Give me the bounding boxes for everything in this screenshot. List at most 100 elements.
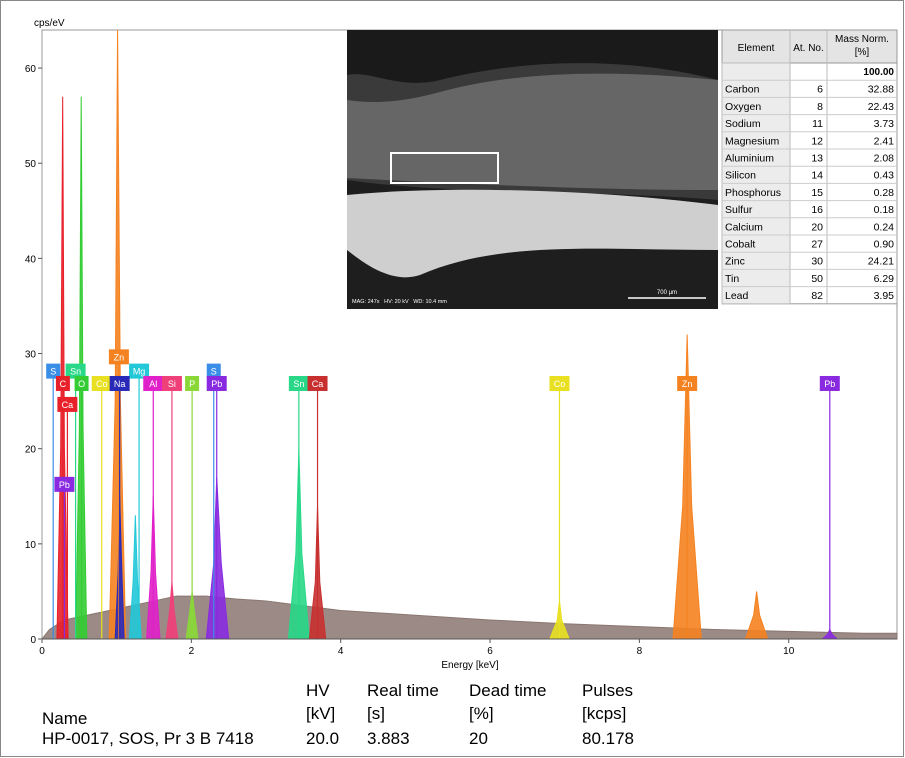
x-axis-label: Energy [keV] — [441, 660, 498, 671]
cell: 0.24 — [874, 221, 895, 233]
x-tick-label: 4 — [338, 646, 344, 657]
cell: Silicon — [725, 170, 756, 182]
table-header: Element — [738, 43, 775, 54]
marker-label: Sn — [70, 367, 81, 377]
cell: 16 — [811, 204, 823, 216]
marker-box — [206, 363, 221, 379]
x-tick-label: 2 — [189, 646, 195, 657]
cell: 13 — [811, 153, 823, 165]
marker-label: P — [189, 379, 195, 389]
dark-region — [347, 30, 718, 83]
marker-label: Na — [114, 379, 126, 389]
marker-label: S — [50, 367, 56, 377]
info-value: 80.178 — [582, 729, 634, 748]
header-bg — [721, 29, 898, 64]
cell: 6.29 — [874, 273, 895, 285]
cell: Lead — [725, 290, 749, 302]
cell: Sodium — [725, 118, 761, 130]
cell: 24.21 — [868, 256, 894, 268]
cell: 27 — [811, 239, 823, 251]
cell: Magnesium — [725, 135, 780, 147]
selection — [390, 152, 499, 184]
cell: 50 — [811, 273, 823, 285]
cell: 0.90 — [874, 239, 895, 251]
cell: 2.41 — [874, 135, 895, 147]
info-header: [kV] — [306, 704, 335, 723]
y-tick-label: 30 — [25, 350, 37, 361]
y-tick-label: 40 — [25, 254, 37, 265]
marker-label: Ca — [62, 400, 74, 410]
y-tick-label: 10 — [25, 540, 37, 551]
cell: Sulfur — [725, 204, 753, 216]
element-table: Element At. No. Mass Norm. [%] 100.00 Carbon 6… — [721, 29, 898, 305]
cell: 2.08 — [874, 153, 895, 165]
marker-box — [143, 375, 164, 391]
marker-box — [288, 375, 309, 391]
marker-label: Al — [149, 379, 157, 389]
x-tick-label: 6 — [487, 646, 493, 657]
cell: 30 — [811, 256, 823, 268]
marker-label: Zn — [682, 379, 693, 389]
cell: 0.28 — [874, 187, 895, 199]
marker-box — [109, 375, 130, 391]
marker-label: Pb — [59, 480, 70, 490]
cell: 0.43 — [874, 170, 895, 182]
marker-box — [185, 375, 200, 391]
marker-label: Zn — [114, 352, 125, 362]
cell: 0.18 — [874, 204, 895, 216]
table-header: Mass Norm. — [835, 34, 889, 45]
info-header: Real time — [367, 681, 439, 700]
info-value: 3.883 — [367, 729, 410, 748]
marker-box — [206, 375, 227, 391]
marker-label: C — [60, 379, 67, 389]
cell: Phosphorus — [725, 187, 781, 199]
info-header: [kcps] — [582, 704, 626, 723]
marker-box — [65, 363, 86, 379]
table-total: 100.00 — [863, 67, 894, 78]
micrograph: 700 µm MAG: 247x HV: 20 kV WD: 10.4 mm — [347, 30, 718, 309]
info-header: Pulses — [582, 681, 633, 700]
y-tick-label: 50 — [25, 159, 37, 170]
x-tick-label: 10 — [783, 646, 795, 657]
marker-box — [129, 363, 150, 379]
cell: Calcium — [725, 221, 763, 233]
x-tick-label: 8 — [637, 646, 643, 657]
cell: 3.73 — [874, 118, 895, 130]
image-info: MAG: 247x HV: 20 kV WD: 10.4 mm — [352, 299, 447, 305]
mid-band — [347, 73, 718, 190]
marker-label: Pb — [211, 379, 222, 389]
marker-box — [307, 375, 328, 391]
marker-box — [54, 476, 75, 492]
marker-label: O — [78, 379, 85, 389]
marker-box — [677, 375, 698, 391]
marker-box — [46, 363, 61, 379]
cell: Cobalt — [725, 239, 755, 251]
info-header: HV — [306, 681, 330, 700]
cell: 15 — [811, 187, 823, 199]
y-tick-label: 0 — [30, 635, 36, 646]
cell: 6 — [817, 84, 823, 96]
info-value: HP-0017, SOS, Pr 3 B 7418 — [42, 729, 254, 748]
cell: 11 — [812, 118, 823, 130]
cell: 82 — [811, 290, 823, 302]
info-value: 20 — [469, 729, 488, 748]
marker-label: Pb — [824, 379, 835, 389]
marker-box — [55, 375, 70, 391]
marker-label: Co — [96, 379, 108, 389]
marker-label: Ca — [312, 379, 324, 389]
cell: 20 — [811, 221, 823, 233]
x-tick-label: 0 — [39, 646, 45, 657]
cell: Aluminium — [725, 153, 774, 165]
y-tick-label: 20 — [25, 445, 37, 456]
marker-label: Mg — [133, 367, 146, 377]
info-header: [%] — [469, 704, 494, 723]
cell: Carbon — [725, 84, 760, 96]
cell: Zinc — [725, 256, 745, 268]
marker-label: Si — [168, 379, 176, 389]
info-header: Name — [42, 709, 87, 728]
cell: Oxygen — [725, 101, 761, 113]
cell: 8 — [817, 101, 823, 113]
marker-label: Co — [554, 379, 566, 389]
